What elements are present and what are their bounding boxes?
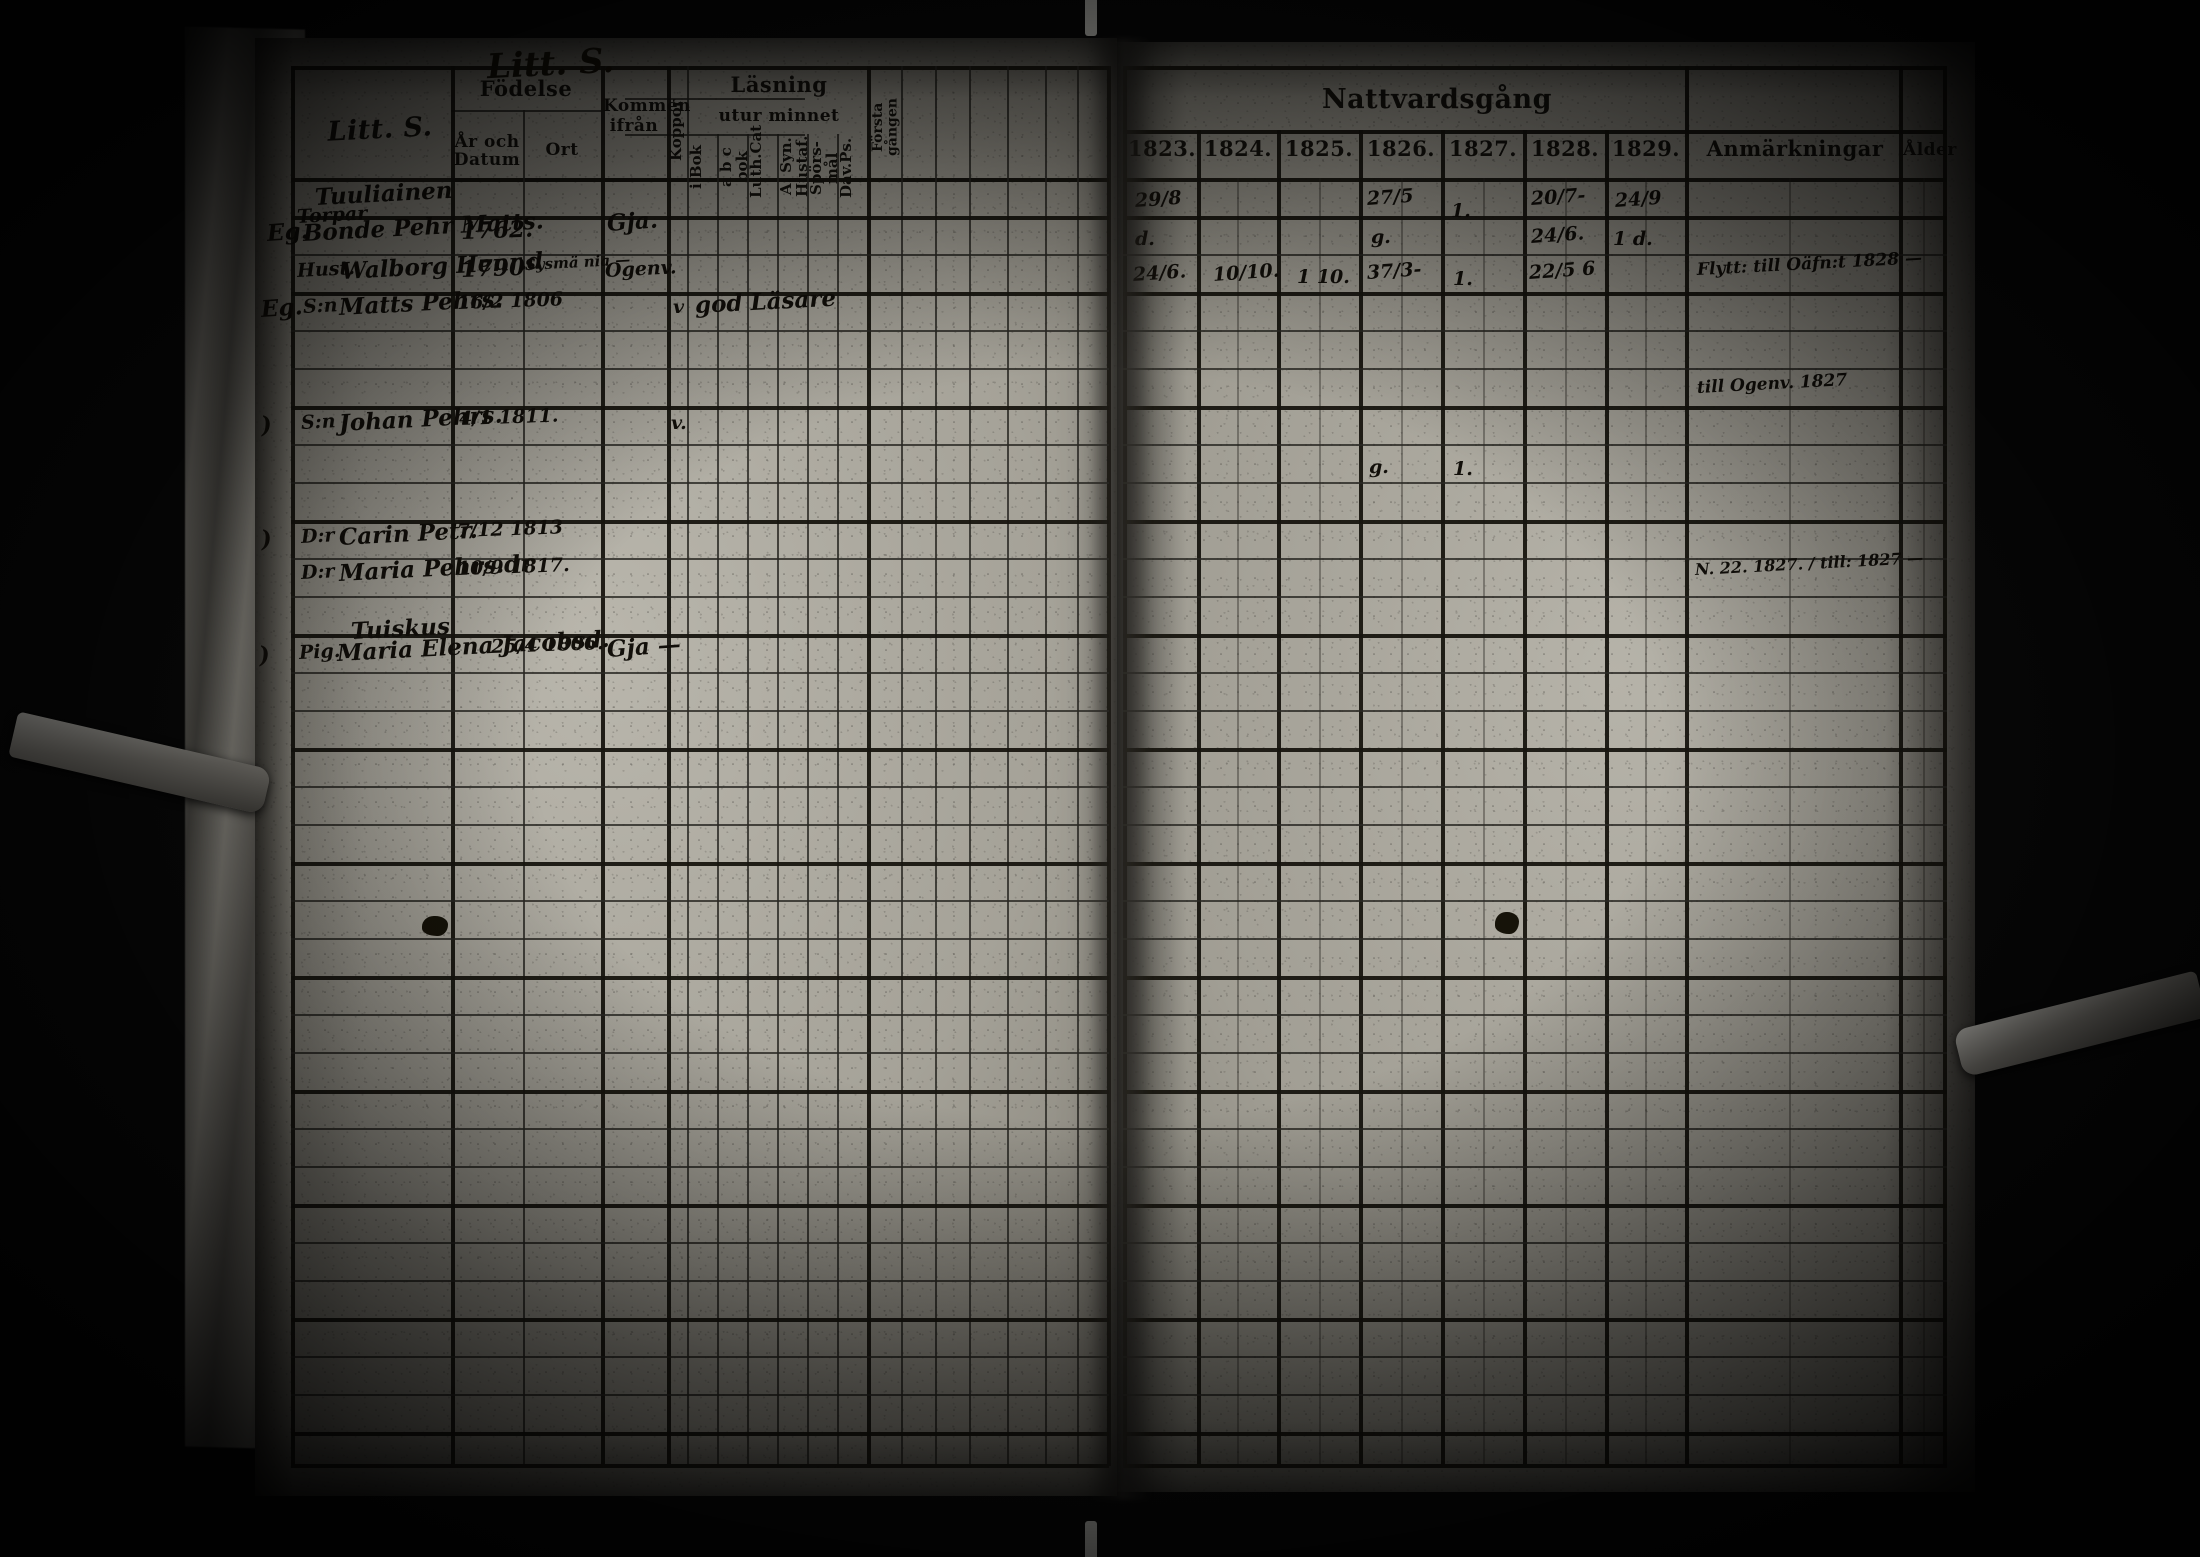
nattvard-1828-row1: 20/7-: [1530, 184, 1587, 210]
header-lasning-luth-cat: Luth.Cat: [747, 124, 765, 198]
occupation-7: Pig.: [298, 639, 341, 664]
header-lasning-dav-ps: Dav.Ps.: [837, 137, 855, 198]
koppor-3: v: [673, 296, 685, 318]
right-page: Nattvardsgång 1823. 1824. 1825. 1826. 18…: [1117, 42, 1975, 1492]
nattvard-1828-row3: 22/5 6: [1528, 257, 1597, 284]
header-lasning-a-syn-hustaf: A. Syn. Hustaf.: [777, 135, 811, 197]
header-forsta-gangen: Första gången: [870, 98, 901, 156]
nattvard-1827-row7: 1.: [1453, 458, 1473, 480]
anmarkning-row7: N. 22. 1827. / till: 1827 —: [1694, 548, 1924, 579]
header-lasning: Läsning: [730, 72, 828, 97]
nattvard-1827-row3: 1.: [1453, 268, 1473, 290]
nattvard-1824-row3: 10/10.: [1212, 259, 1281, 286]
header-litt-column: Litt. S.: [326, 111, 434, 148]
year-header-1824: 1824.: [1203, 136, 1273, 161]
header-lasning-sporsmal: Spörs-mål: [807, 141, 841, 195]
nattvard-1829-row1: 24/9: [1614, 186, 1663, 212]
nattvard-1827-row1: 1.: [1451, 200, 1471, 222]
header-kommen-ifran: Kommen ifrån: [603, 96, 691, 137]
year-header-1825: 1825.: [1284, 136, 1354, 161]
occupation-4: S:n: [300, 410, 337, 434]
kommen-ifran-2: Ogenv.: [604, 256, 677, 282]
header-ar-och-datum: År och Datum: [453, 132, 521, 170]
page-strap-top: [1085, 0, 1097, 36]
row-marker-3: Eg.: [260, 293, 304, 323]
open-book: Litt. S. Litt. S. Födelse År och Datum O…: [185, 20, 1975, 1510]
header-lasning-abc-bok: a b c bok: [717, 147, 751, 187]
book-gutter-shadow: [1091, 38, 1151, 1500]
nattvard-1826-row2: g.: [1371, 226, 1391, 248]
year-header-1828: 1828.: [1530, 136, 1600, 161]
ink-blot-right: [1495, 912, 1519, 934]
nattvard-1829-row2: 1 d.: [1613, 228, 1653, 250]
kommen-ifran-7: Gja —: [606, 630, 682, 663]
row-marker-7: ): [257, 640, 272, 669]
left-page: Litt. S. Litt. S. Födelse År och Datum O…: [255, 38, 1117, 1496]
nattvard-1826-row1: 27/5: [1366, 184, 1415, 210]
year-header-1829: 1829.: [1611, 136, 1681, 161]
occupation-3: S:n: [302, 294, 339, 318]
ink-blot-left: [422, 916, 448, 936]
nattvard-1828-row2: 24/6.: [1530, 222, 1585, 248]
header-anmarkningar: Anmärkningar: [1706, 136, 1884, 161]
nattvard-1825-row3: 1 10.: [1297, 266, 1350, 288]
page-strap-bottom: [1085, 1521, 1097, 1557]
occupation-6: D:r: [300, 560, 336, 584]
birth-year-4: 4/1 1811.: [458, 404, 559, 430]
nattvard-1826-row7: g.: [1369, 456, 1389, 478]
nattvard-1826-row3: 37/3-: [1366, 258, 1423, 284]
header-ort: Ort: [545, 140, 579, 160]
anmarkning-row4: till Ogenv. 1827: [1696, 370, 1848, 398]
anmarkning-row3: Flytt: till Oäfn:t 1828 —: [1696, 248, 1923, 280]
birth-year-7: 25/4 1806.: [490, 632, 605, 658]
kommen-ifran-1: Gja.: [606, 206, 659, 237]
header-lasning-i-bok: i Bok: [687, 145, 705, 189]
row-marker-4: ): [259, 410, 274, 439]
birth-year-2: 1790: [460, 253, 526, 283]
koppor-4: v.: [671, 412, 687, 434]
birth-year-1: 1762.: [460, 215, 534, 245]
header-nattvardsgang: Nattvardsgång: [1322, 84, 1552, 115]
header-fodelse: Födelse: [479, 76, 573, 101]
birth-year-5: 7/12 1813: [456, 516, 564, 542]
year-header-1827: 1827.: [1448, 136, 1518, 161]
birth-year-6: 10/9 1817.: [456, 554, 571, 580]
year-header-1826: 1826.: [1366, 136, 1436, 161]
header-koppor: Koppor: [667, 99, 685, 161]
header-lasning-subtitle: utur minnet: [718, 106, 840, 126]
lasning-note-3: god Läsare: [694, 284, 837, 319]
book-clamp-right: [1952, 970, 2200, 1078]
occupation-5: D:r: [300, 524, 336, 548]
header-alder: Ålder: [1903, 140, 1957, 160]
birth-year-3: 16/2 1806: [456, 288, 564, 314]
row-marker-5: ): [259, 524, 274, 553]
